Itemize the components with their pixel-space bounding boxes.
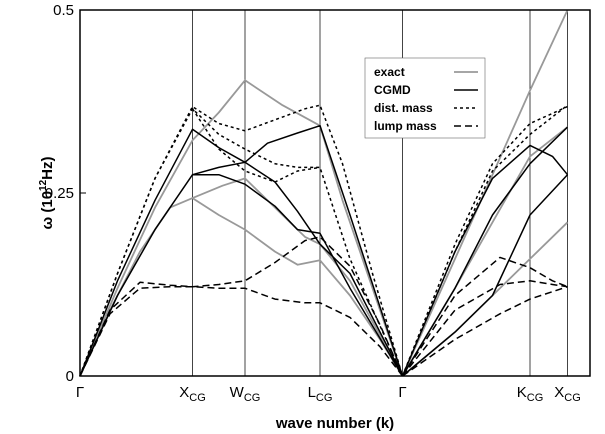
series-3-curve-2 <box>401 256 568 377</box>
x-tick-label-5: KCG <box>517 384 544 404</box>
series-0-curve-0 <box>79 197 404 377</box>
series-0-curve-3 <box>401 9 569 377</box>
series-1-curve-4 <box>401 126 569 377</box>
plot-frame <box>79 9 591 377</box>
legend-label-2: dist. mass <box>374 101 433 115</box>
series-2-curve-3 <box>401 105 568 377</box>
series-0-curve-5 <box>401 221 569 377</box>
x-tick-label-6: XCG <box>554 384 581 404</box>
x-axis-title: wave number (k) <box>275 415 394 432</box>
x-tick-label-0: Γ <box>76 384 84 401</box>
series-2-curve-0 <box>79 104 404 377</box>
series-3-curve-3 <box>401 280 568 377</box>
series-3-curve-0 <box>79 236 404 377</box>
series-3-curve-4 <box>402 285 568 377</box>
series-3-curve-1 <box>79 285 404 377</box>
legend-label-0: exact <box>374 65 405 79</box>
series-2-curve-4 <box>401 104 568 377</box>
series-1-curve-3 <box>401 144 569 377</box>
legend: exact CGMD dist. mass lump mass <box>364 57 486 139</box>
y-ticks: 0 0.25 0.5 <box>45 2 86 385</box>
y-tick-label-2: 0.5 <box>53 2 74 19</box>
series-1-curve-1 <box>79 161 404 377</box>
series-0-curve-1 <box>79 79 404 377</box>
x-ticks: Γ XCG WCG LCG Γ KCG XCG <box>76 384 581 404</box>
y-axis-title: ω (1012Hz) <box>38 157 56 230</box>
x-tick-label-1: XCG <box>179 384 206 404</box>
series-curves <box>79 9 569 377</box>
x-tick-label-4: Γ <box>398 384 406 401</box>
series-1-curve-2 <box>192 173 404 377</box>
legend-label-1: CGMD <box>374 83 411 97</box>
series-2-curve-1 <box>79 108 404 377</box>
x-tick-label-2: WCG <box>230 384 261 404</box>
x-tick-label-3: LCG <box>308 384 333 404</box>
series-2-curve-2 <box>191 108 321 183</box>
series-1-curve-5 <box>402 174 569 377</box>
legend-label-3: lump mass <box>374 119 437 133</box>
y-tick-label-1: 0.25 <box>45 185 74 202</box>
y-tick-label-0: 0 <box>66 368 74 385</box>
